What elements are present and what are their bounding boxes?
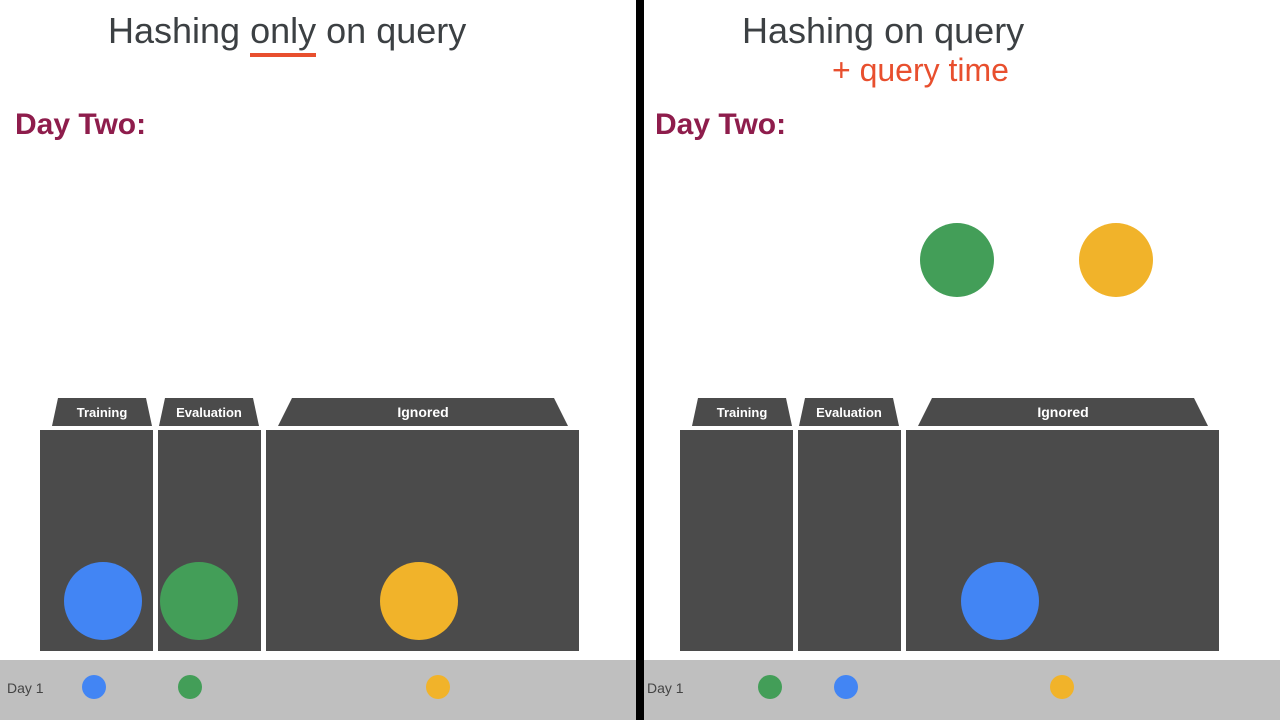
bucket-label: Ignored: [918, 398, 1208, 426]
bucket-bin: [680, 430, 793, 651]
bucket-label: Ignored: [278, 398, 568, 426]
data-circle-green-right-float: [920, 223, 994, 297]
center-divider: [636, 0, 644, 720]
data-circle-blue-left-footer: [82, 675, 106, 699]
data-circle-green-right-footer: [758, 675, 782, 699]
data-circle-blue-right-main: [961, 562, 1039, 640]
bucket-label: Training: [52, 398, 152, 426]
diagram-stage: Hashing only on query Day Two: Hashing o…: [0, 0, 1280, 720]
left-title-prefix: Hashing: [108, 10, 250, 51]
right-day-label: Day Two:: [655, 108, 786, 142]
bucket-label: Training: [692, 398, 792, 426]
left-day-label: Day Two:: [15, 108, 146, 142]
left-footer-label: Day 1: [7, 680, 44, 696]
right-subtitle: + query time: [832, 52, 1009, 89]
bucket-bin: [906, 430, 1219, 651]
data-circle-yellow-right-footer: [1050, 675, 1074, 699]
right-title: Hashing on query: [742, 10, 1024, 52]
data-circle-green-left-footer: [178, 675, 202, 699]
data-circle-yellow-left-main: [380, 562, 458, 640]
bucket-label: Evaluation: [799, 398, 899, 426]
data-circle-yellow-left-footer: [426, 675, 450, 699]
left-title-underlined: only: [250, 10, 316, 57]
data-circle-blue-right-footer: [834, 675, 858, 699]
bucket-label: Evaluation: [159, 398, 259, 426]
data-circle-yellow-right-float: [1079, 223, 1153, 297]
right-footer-label: Day 1: [647, 680, 684, 696]
left-title: Hashing only on query: [108, 10, 466, 52]
data-circle-blue-left-main: [64, 562, 142, 640]
data-circle-green-left-main: [160, 562, 238, 640]
bucket-bin: [798, 430, 901, 651]
left-title-suffix: on query: [316, 10, 466, 51]
